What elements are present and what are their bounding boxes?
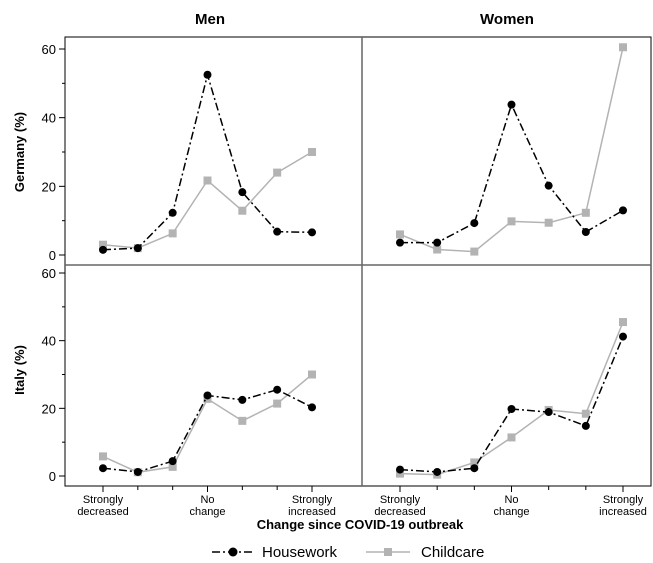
legend-childcare-marker [384,548,392,556]
plot-layer: 02040600204060StronglydecreasedNochangeS… [42,36,652,518]
x-tick-label: Strongly [292,494,333,506]
childcare-point [619,318,627,327]
y-tick-label: 0 [49,469,56,484]
legend-childcare-label: Childcare [421,544,484,561]
childcare-point [619,43,627,52]
childcare-point [470,247,479,256]
housework-point [203,70,212,79]
housework-point [99,245,107,254]
childcare-point [99,452,107,461]
housework-point [544,408,553,417]
childcare-point [308,370,316,379]
x-tick-label: change [493,506,529,518]
x-tick-label: Strongly [603,494,644,506]
housework-point [168,457,177,466]
housework-point [396,238,404,247]
childcare-point [470,458,479,467]
row-label-germany: Germany (%) [12,112,27,192]
childcare-point [273,399,282,408]
x-tick-label: No [504,494,518,506]
childcare-point [168,462,177,471]
y-tick-label: 40 [42,111,56,126]
y-tick-label: 0 [49,248,56,263]
housework-point [133,244,142,253]
y-tick-label: 20 [42,401,56,416]
x-axis-label: Change since COVID-19 outbreak [257,517,464,532]
housework-point [470,219,479,228]
x-tick-label: Strongly [83,494,124,506]
childcare-point [308,148,316,156]
plot-frame [64,36,652,487]
housework-point [470,464,479,473]
y-tick-label: 60 [42,42,56,57]
legend-housework-label: Housework [262,544,338,561]
x-tick-label: decreased [77,506,128,518]
housework-point [203,391,212,400]
childcare-point [544,218,553,227]
housework-point [544,181,553,190]
childcare-line [399,321,624,476]
housework-line [102,71,313,251]
x-tick-label: No [200,494,214,506]
childcare-point [99,240,107,249]
housework-point [238,395,247,404]
housework-point [168,208,177,217]
housework-point [433,238,442,247]
x-tick-label: decreased [374,506,425,518]
y-tick-label: 40 [42,334,56,349]
childcare-point [396,230,404,239]
legend: Housework Childcare [212,544,484,561]
childcare-point [581,409,590,418]
housework-point [619,332,627,341]
housework-point [396,465,404,474]
housework-point [133,467,142,476]
y-tick-label: 20 [42,179,56,194]
column-title-men: Men [195,11,225,28]
housework-point [273,385,282,394]
housework-point [507,405,516,414]
childcare-point [581,208,590,217]
housework-point [273,227,282,236]
legend-housework-marker [228,547,238,557]
housework-point [308,403,316,412]
row-label-italy: Italy (%) [12,345,27,395]
x-tick-label: increased [599,506,647,518]
childcare-point [433,245,442,254]
x-tick-label: Strongly [380,494,421,506]
column-title-women: Women [480,11,534,28]
housework-point [619,206,627,215]
childcare-point [273,168,282,177]
x-tick-label: change [189,506,225,518]
housework-point [507,100,516,109]
childcare-point [203,176,212,185]
childcare-point [507,217,516,226]
y-tick-label: 60 [42,266,56,281]
childcare-point [238,416,247,425]
housework-point [99,464,107,473]
childcare-point [168,229,177,238]
childcare-line [102,151,313,249]
childcare-point [396,469,404,478]
housework-point [238,188,247,197]
housework-point [581,421,590,430]
childcare-point [238,206,247,215]
housework-point [433,467,442,476]
x-tick-label: increased [288,506,336,518]
housework-point [308,228,316,237]
housework-point [581,227,590,236]
childcare-point [507,433,516,442]
